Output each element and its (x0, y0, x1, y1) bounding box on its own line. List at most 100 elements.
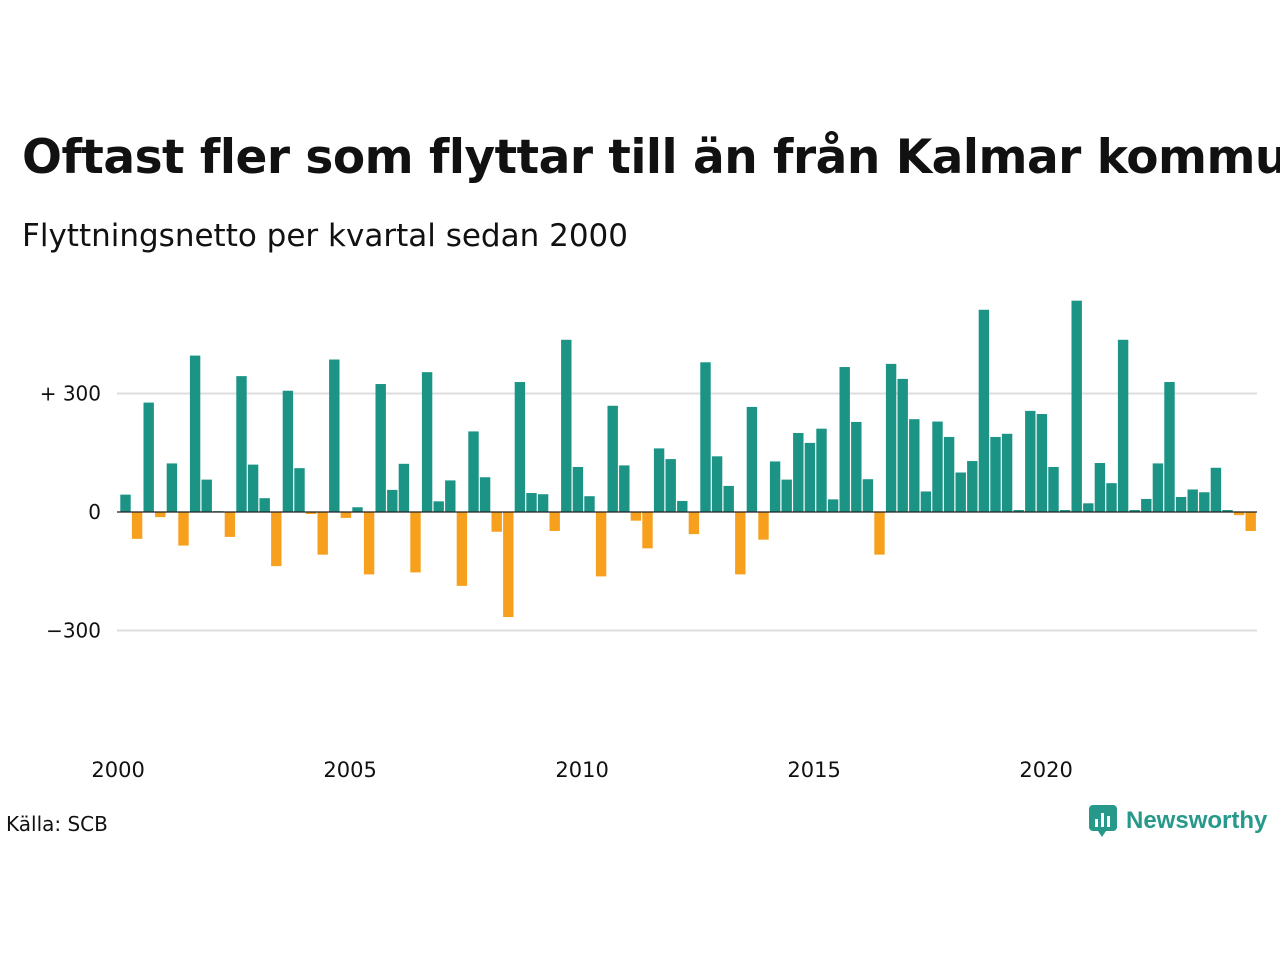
newsworthy-logo-icon (1089, 805, 1117, 837)
bar-2006K1 (398, 463, 410, 512)
bar-2008K3 (514, 382, 526, 512)
bar-2020K3 (1071, 300, 1082, 512)
bar-2012K1 (677, 500, 688, 512)
x-tick-label: 2010 (555, 758, 608, 782)
bar-2018K1 (955, 472, 966, 512)
bar-2010K4 (619, 465, 630, 512)
bar-2004K4 (340, 512, 352, 518)
bar-2007K3 (468, 431, 479, 512)
bar-2009K3 (561, 339, 572, 512)
bar-2015K4 (851, 421, 862, 512)
bar-2013K2 (735, 512, 746, 575)
bar-2000K1 (120, 494, 131, 512)
bar-2004K2 (317, 512, 328, 555)
bar-2006K2 (410, 512, 421, 573)
bar-2000K3 (143, 402, 154, 512)
bar-2013K1 (723, 485, 734, 512)
bar-2001K3 (189, 355, 201, 512)
bar-2000K4 (155, 512, 166, 518)
bar-2023K3 (1210, 467, 1222, 512)
bar-2000K2 (131, 512, 143, 539)
bar-2013K4 (758, 512, 769, 540)
bar-2001K4 (201, 479, 212, 512)
chart-title: Oftast fler som flyttar till än från Kal… (22, 130, 1280, 185)
bar-2007K2 (456, 512, 468, 586)
bar-2014K1 (769, 461, 781, 512)
x-tick-label: 2000 (91, 758, 144, 782)
newsworthy-logo-text: Newsworthy (1126, 807, 1268, 834)
bar-2016K4 (897, 378, 908, 512)
source-note: Källa: SCB (6, 812, 108, 836)
newsworthy-logo: Newsworthy (1088, 804, 1267, 838)
gridlines (117, 392, 1257, 632)
bar-2011K3 (653, 448, 665, 512)
bar-2021K3 (1117, 339, 1129, 512)
bar-2003K1 (259, 498, 270, 513)
x-tick-label: 2020 (1019, 758, 1072, 782)
bar-2002K2 (224, 512, 236, 537)
bar-2018K2 (967, 461, 978, 513)
bar-2024K1 (1233, 512, 1245, 516)
bar-2020K1 (1048, 466, 1059, 512)
bar-2017K3 (932, 421, 943, 512)
bar-2018K3 (978, 309, 990, 512)
bar-2014K3 (793, 433, 804, 512)
x-tick-label: 2005 (323, 758, 376, 782)
bar-2013K3 (746, 406, 758, 512)
bar-2006K4 (433, 501, 444, 512)
bar-2017K4 (943, 436, 955, 512)
y-tick-labels: + 300 0 −300 (40, 382, 101, 643)
bar-2019K4 (1036, 414, 1048, 512)
bar-2009K4 (572, 466, 584, 512)
bar-2010K1 (584, 496, 595, 512)
bar-2022K3 (1164, 382, 1175, 512)
bar-2021K1 (1094, 463, 1106, 512)
bar-2023K1 (1187, 489, 1198, 513)
bar-2007K4 (479, 477, 491, 512)
bar-2009K1 (537, 494, 549, 513)
x-tick-label: 2015 (787, 758, 840, 782)
bar-2014K4 (804, 442, 816, 513)
bar-chart: + 300 0 −300 2000 2005 2010 2015 2020 (40, 300, 1257, 782)
bar-2011K1 (630, 512, 642, 521)
bar-2009K2 (549, 512, 560, 531)
chart-subtitle: Flyttningsnetto per kvartal sedan 2000 (22, 218, 628, 254)
bar-2020K4 (1083, 503, 1094, 512)
bar-2005K1 (352, 507, 363, 512)
bar-2005K2 (363, 512, 375, 575)
bar-2012K3 (700, 362, 711, 512)
bar-2010K3 (607, 405, 618, 513)
bar-2012K2 (688, 512, 700, 535)
bar-2021K4 (1129, 510, 1140, 512)
y-tick-label: + 300 (40, 382, 101, 406)
bar-2004K3 (329, 359, 340, 512)
bar-2015K3 (839, 367, 850, 512)
y-tick-label: −300 (46, 619, 101, 643)
bar-2011K4 (665, 459, 676, 512)
bar-2021K2 (1106, 483, 1117, 513)
bar-2011K2 (642, 512, 653, 549)
bar-2016K3 (885, 363, 897, 513)
bar-2020K2 (1059, 510, 1071, 512)
bar-2005K3 (375, 384, 386, 512)
bar-2004K1 (305, 512, 317, 514)
bar-2019K3 (1025, 410, 1036, 512)
bar-2018K4 (990, 436, 1001, 512)
bar-2003K2 (271, 512, 282, 567)
bar-2006K3 (421, 372, 433, 512)
bar-2015K2 (827, 499, 839, 512)
y-tick-label: 0 (88, 500, 101, 524)
bar-2008K1 (491, 512, 502, 532)
bar-2017K1 (909, 419, 920, 513)
bar-2003K4 (294, 468, 305, 512)
bar-2016K2 (874, 512, 885, 555)
bars (120, 300, 1256, 618)
bar-2008K2 (503, 512, 514, 618)
x-tick-labels: 2000 2005 2010 2015 2020 (91, 758, 1072, 782)
bar-2008K4 (526, 493, 537, 512)
bar-2023K2 (1199, 492, 1210, 512)
bar-2001K2 (178, 512, 189, 546)
bar-2014K2 (781, 479, 792, 512)
bar-2002K3 (236, 376, 247, 512)
bar-2002K4 (247, 464, 259, 512)
